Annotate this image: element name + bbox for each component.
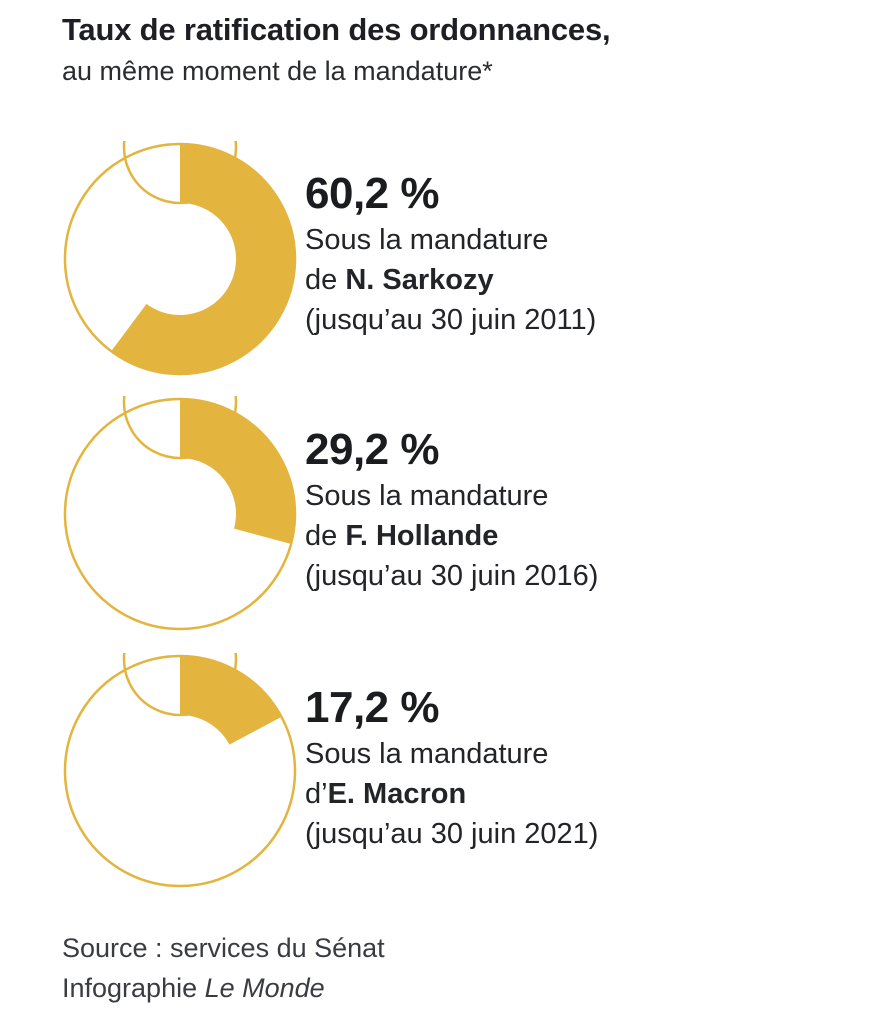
donut-macron: [62, 653, 298, 889]
value-label-macron: 17,2 %: [305, 683, 439, 732]
source-text: Source : services du Sénat: [62, 933, 385, 963]
president-prefix-macron: d’: [305, 778, 328, 810]
donut-chart-macron: [63, 653, 297, 888]
donut-ring-macron: [63, 653, 297, 888]
president-name-hollande: F. Hollande: [345, 520, 499, 552]
credit-prefix: Infographie: [62, 973, 205, 1003]
chart-subtitle: au même moment de la mandature*: [62, 56, 493, 86]
donut-slice-hollande: [180, 399, 295, 544]
period-label-macron: (jusqu’au 30 juin 2021): [305, 818, 599, 850]
president-line-sarkozy: de N. Sarkozy: [305, 260, 596, 300]
donut-slice-sarkozy: [111, 144, 296, 374]
president-line-hollande: de F. Hollande: [305, 516, 598, 556]
chart-title: Taux de ratification des ordonnances,: [62, 12, 611, 47]
source-note: Source : services du Sénat Infographie L…: [62, 928, 385, 1008]
value-label-sarkozy: 60,2 %: [305, 169, 439, 218]
credit-publication: Le Monde: [204, 973, 325, 1003]
period-label-sarkozy: (jusqu’au 30 juin 2011): [305, 304, 597, 336]
stat-block-hollande: 29,2 % Sous la mandature de F. Hollande …: [305, 424, 598, 596]
donut-chart-hollande: [63, 396, 297, 631]
stat-block-macron: 17,2 % Sous la mandature d’E. Macron (ju…: [305, 682, 598, 854]
president-prefix-sarkozy: de: [305, 264, 346, 296]
donut-sarkozy: [62, 141, 298, 377]
mandature-label-macron: Sous la mandature: [305, 738, 549, 770]
donut-hollande: [62, 396, 298, 632]
period-label-hollande: (jusqu’au 30 juin 2016): [305, 560, 599, 592]
value-label-hollande: 29,2 %: [305, 425, 439, 474]
president-name-macron: E. Macron: [327, 778, 467, 810]
president-prefix-hollande: de: [305, 520, 346, 552]
donut-chart-sarkozy: [63, 141, 297, 376]
president-line-macron: d’E. Macron: [305, 774, 598, 814]
credit-text: Infographie Le Monde: [62, 968, 385, 1008]
donut-slice-macron: [180, 656, 282, 745]
stat-block-sarkozy: 60,2 % Sous la mandature de N. Sarkozy (…: [305, 168, 596, 340]
president-name-sarkozy: N. Sarkozy: [345, 264, 494, 296]
mandature-label-hollande: Sous la mandature: [305, 480, 549, 512]
mandature-label-sarkozy: Sous la mandature: [305, 224, 549, 256]
